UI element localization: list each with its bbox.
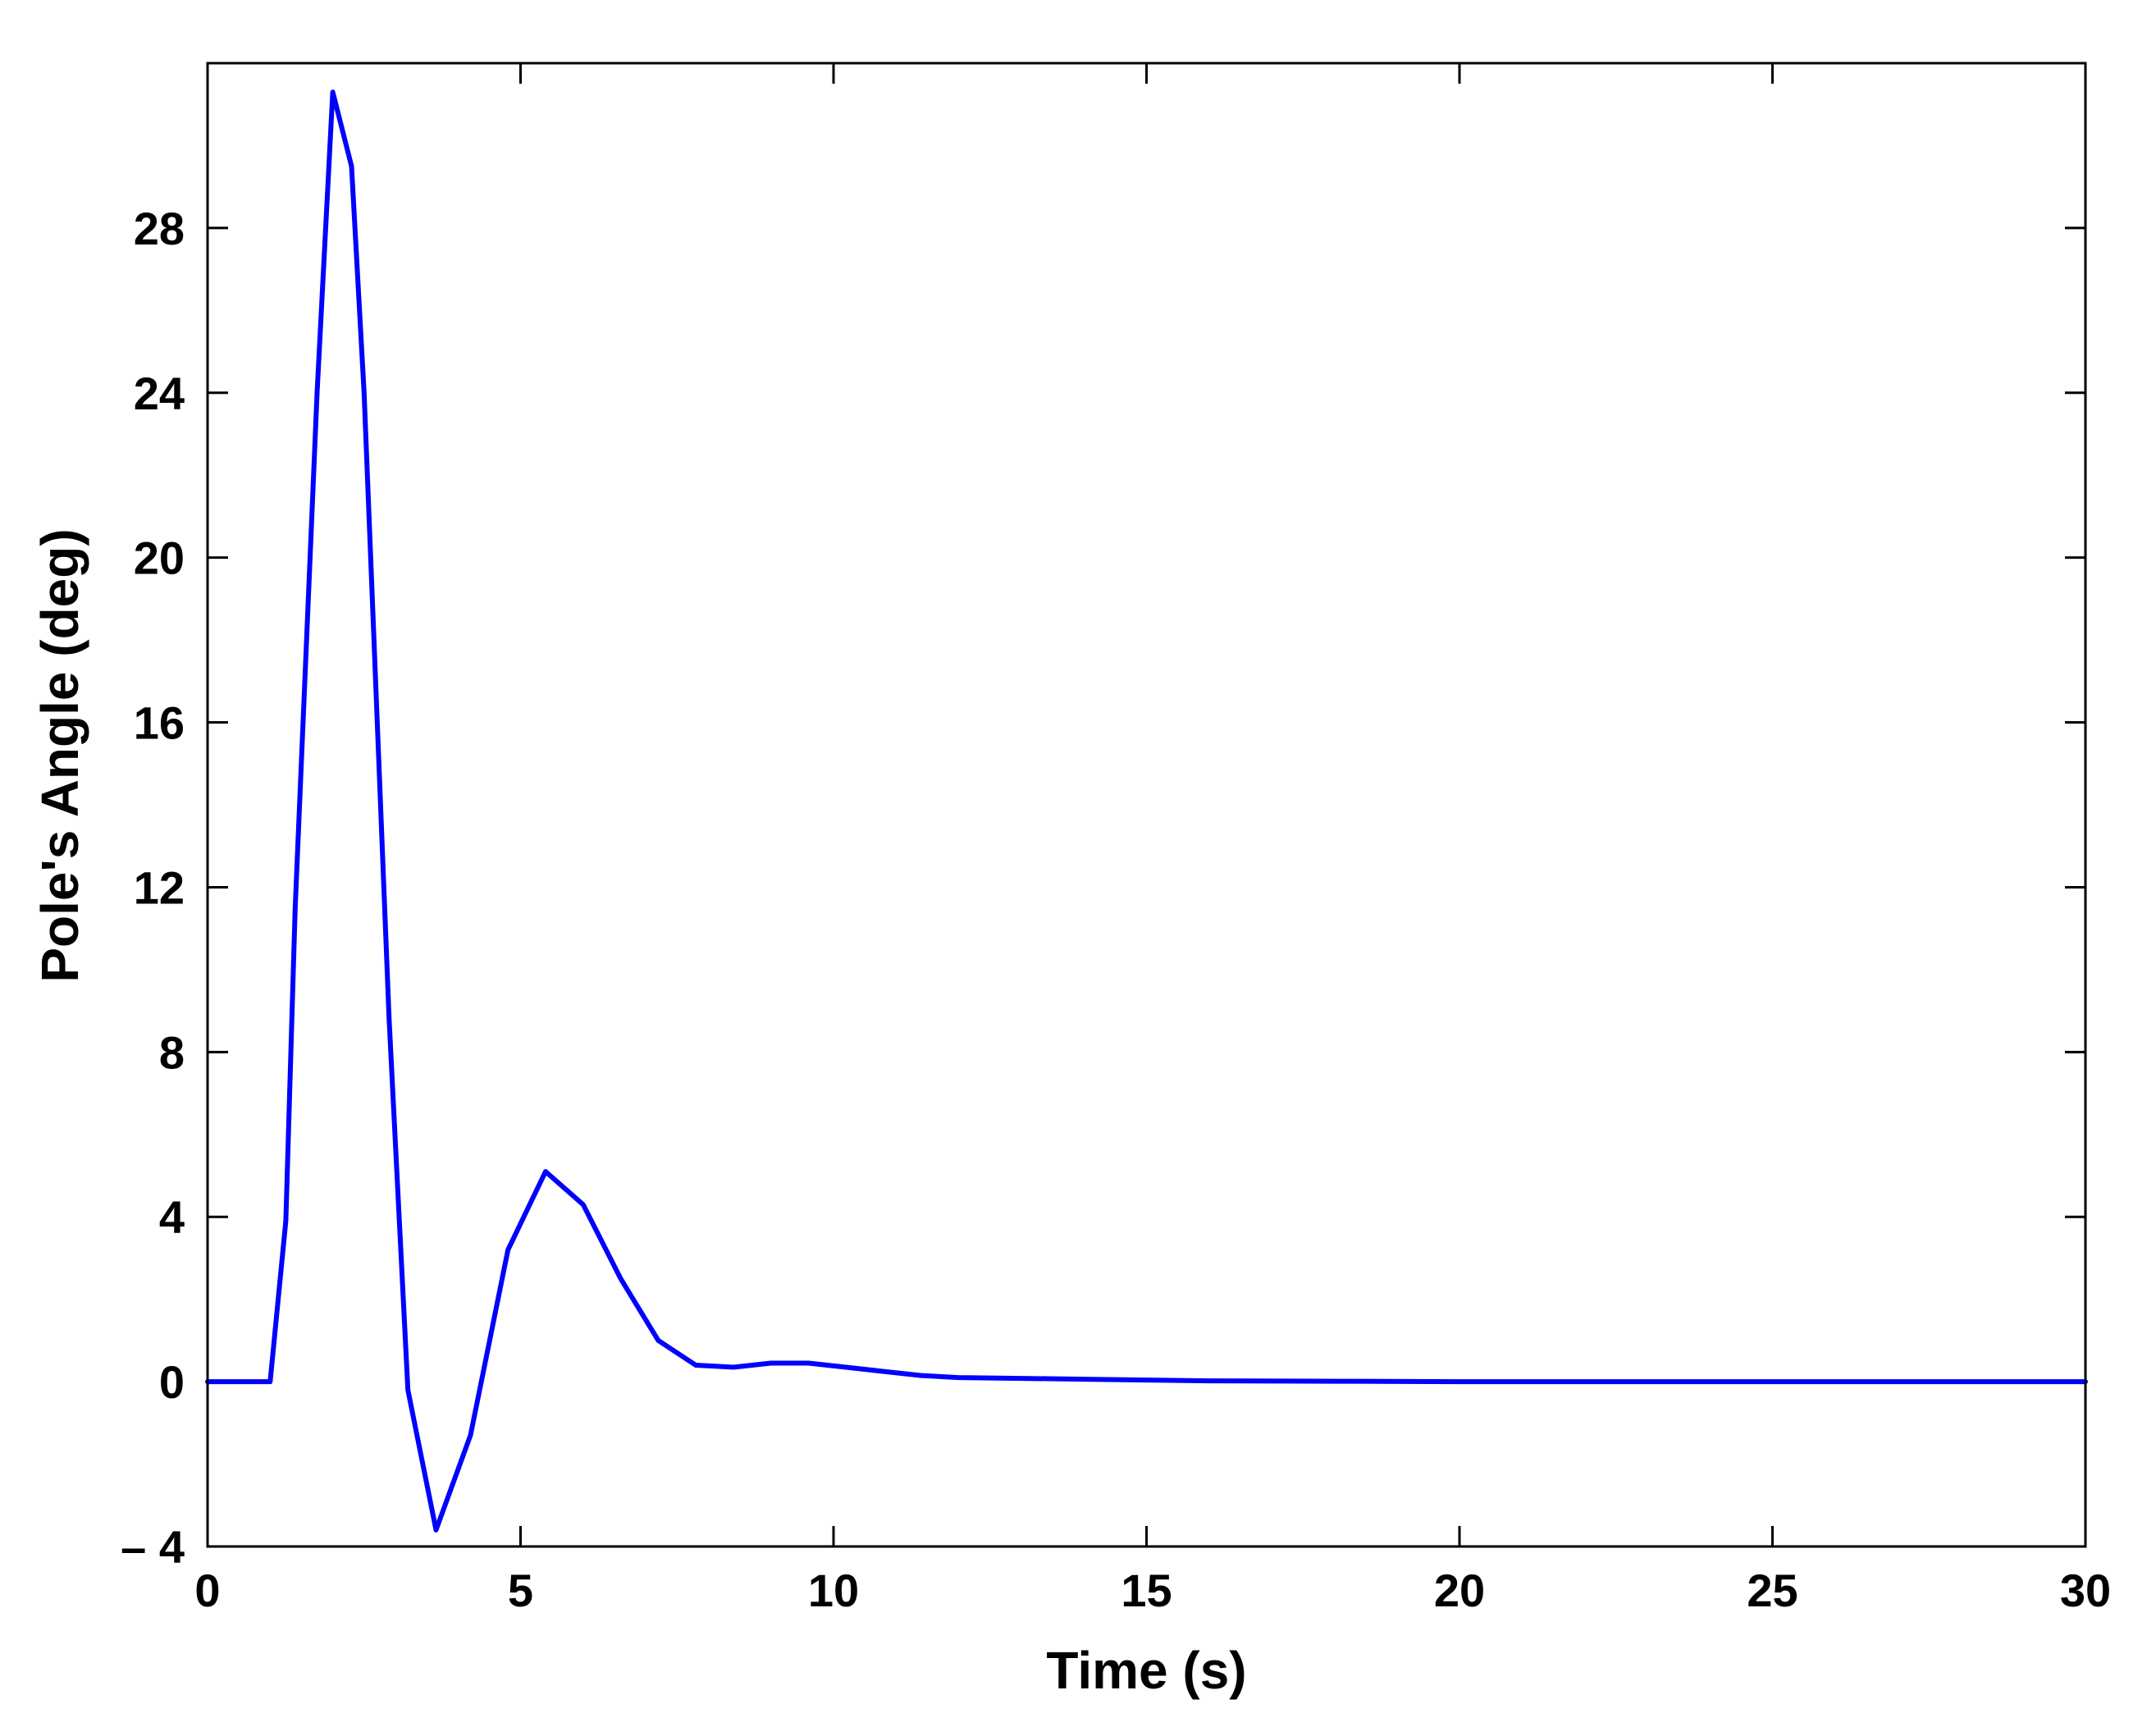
y-tick-label: 28 — [134, 203, 185, 254]
y-tick-label: 12 — [134, 861, 185, 913]
x-tick-label: 20 — [1434, 1565, 1485, 1616]
y-tick-label: 24 — [134, 368, 185, 419]
x-tick-label: 25 — [1747, 1565, 1797, 1616]
y-tick-label: 0 — [159, 1356, 185, 1408]
x-tick-label: 10 — [808, 1565, 859, 1616]
y-tick-label: 8 — [159, 1026, 185, 1078]
y-tick-label: 4 — [159, 1191, 185, 1243]
x-tick-label: 0 — [194, 1565, 220, 1616]
x-tick-label: 30 — [2060, 1565, 2111, 1616]
plot-frame — [206, 62, 2087, 1548]
series-line — [205, 89, 2088, 1533]
x-tick-label: 15 — [1121, 1565, 1172, 1616]
y-tick-label: 20 — [134, 532, 185, 584]
y-tick-label: – 4 — [121, 1521, 185, 1573]
y-axis-title: Pole's Angle (deg) — [30, 528, 89, 982]
x-tick-label: 5 — [508, 1565, 533, 1616]
y-tick-label: 16 — [134, 697, 185, 749]
x-axis-title: Time (s) — [1046, 1641, 1246, 1700]
